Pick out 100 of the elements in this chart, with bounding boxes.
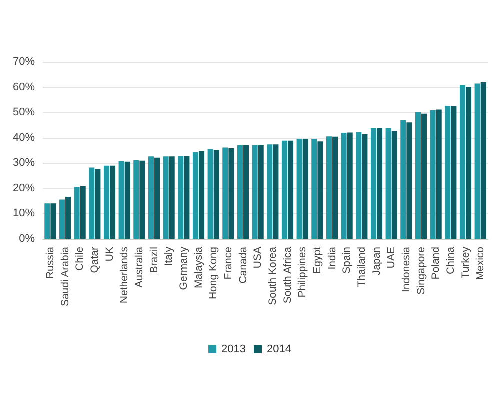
bar bbox=[460, 86, 466, 239]
x-tick-label: Philippines bbox=[296, 247, 309, 298]
bar bbox=[124, 162, 130, 239]
bar bbox=[273, 144, 279, 239]
bar bbox=[44, 204, 50, 239]
bar bbox=[118, 161, 124, 239]
x-tick-label: Chile bbox=[74, 246, 86, 271]
bar bbox=[480, 82, 486, 239]
x-tick-label: UAE bbox=[386, 247, 398, 269]
bar bbox=[296, 139, 302, 239]
bar bbox=[140, 160, 146, 239]
bar bbox=[104, 166, 110, 239]
bar bbox=[74, 187, 80, 239]
bar bbox=[208, 149, 214, 239]
bar bbox=[445, 106, 451, 239]
bar bbox=[154, 158, 160, 239]
legend-label: 2014 bbox=[267, 344, 292, 356]
bar bbox=[228, 148, 234, 239]
bar bbox=[332, 136, 338, 239]
bar bbox=[134, 160, 140, 239]
y-tick-label: 40% bbox=[12, 132, 36, 144]
bar bbox=[356, 132, 362, 239]
x-tick-label: USA bbox=[252, 247, 264, 269]
bar bbox=[347, 132, 353, 239]
bar bbox=[199, 151, 205, 239]
x-tick-label: Netherlands bbox=[118, 247, 131, 304]
x-tick-label: Brazil bbox=[148, 247, 160, 274]
x-tick-label: Qatar bbox=[88, 246, 101, 274]
bar bbox=[89, 168, 95, 239]
bar bbox=[302, 139, 308, 239]
x-tick-label: Australia bbox=[133, 246, 146, 288]
bar bbox=[148, 156, 154, 239]
x-tick-label: South Korea bbox=[266, 246, 279, 306]
bar bbox=[66, 197, 72, 239]
bar bbox=[178, 156, 184, 239]
bar bbox=[258, 145, 264, 239]
bar bbox=[169, 156, 175, 239]
bar bbox=[80, 186, 86, 239]
x-tick-label: Indonesia bbox=[400, 246, 412, 293]
bar bbox=[386, 128, 392, 239]
x-tick-label: China bbox=[444, 246, 457, 274]
x-tick-label: Saudi Arabia bbox=[59, 246, 72, 307]
bar bbox=[237, 145, 243, 239]
bar bbox=[451, 106, 457, 239]
x-tick-label: Singapore bbox=[415, 246, 428, 295]
bar bbox=[282, 140, 288, 239]
bar bbox=[377, 128, 383, 239]
y-tick-label: 0% bbox=[19, 233, 36, 245]
bar bbox=[184, 156, 190, 239]
y-tick-label: 30% bbox=[12, 157, 36, 170]
bar bbox=[59, 200, 65, 239]
y-tick-label: 60% bbox=[12, 81, 36, 94]
bar bbox=[370, 128, 376, 239]
bar bbox=[252, 145, 258, 239]
x-tick-label: Spain bbox=[341, 246, 354, 274]
y-tick-label: 70% bbox=[12, 56, 36, 68]
x-tick-label: South Africa bbox=[282, 246, 294, 304]
x-tick-label: Poland bbox=[430, 246, 442, 280]
bar bbox=[362, 134, 368, 239]
bar bbox=[341, 133, 347, 239]
x-tick-label: Germany bbox=[178, 246, 190, 290]
legend-label: 2013 bbox=[222, 344, 246, 356]
bar bbox=[326, 136, 332, 239]
x-tick-label: India bbox=[326, 246, 338, 270]
x-tick-label: Turkey bbox=[460, 246, 472, 279]
bar bbox=[474, 84, 480, 239]
x-tick-label: Thailand bbox=[356, 246, 368, 288]
x-tick-label: Hong Kong bbox=[208, 246, 220, 300]
bar bbox=[406, 122, 412, 239]
bar bbox=[288, 140, 294, 239]
x-tick-label: UK bbox=[104, 247, 116, 262]
bar bbox=[400, 120, 406, 239]
y-tick-label: 10% bbox=[12, 208, 36, 220]
x-tick-label: Russia bbox=[44, 246, 56, 280]
bar bbox=[110, 166, 116, 239]
bar bbox=[318, 142, 324, 239]
bar bbox=[244, 145, 250, 239]
bar bbox=[436, 110, 442, 239]
bar bbox=[430, 110, 436, 239]
bar bbox=[466, 87, 472, 239]
x-tick-label: France bbox=[222, 246, 234, 280]
bar bbox=[50, 204, 56, 239]
x-tick-label: Canada bbox=[237, 246, 250, 284]
x-tick-label: Japan bbox=[370, 246, 383, 276]
bar bbox=[312, 139, 318, 239]
bar bbox=[222, 148, 228, 239]
x-tick-label: Malaysia bbox=[192, 246, 205, 288]
y-tick-label: 20% bbox=[12, 182, 36, 194]
bar bbox=[267, 144, 273, 239]
bar bbox=[422, 114, 428, 239]
x-tick-label: Mexico bbox=[474, 246, 487, 280]
bar bbox=[192, 152, 198, 239]
y-tick-label: 50% bbox=[12, 106, 36, 119]
bar bbox=[415, 112, 421, 239]
bar bbox=[214, 150, 220, 239]
x-tick-label: Egypt bbox=[311, 246, 324, 274]
x-tick-label: Italy bbox=[163, 246, 176, 266]
bar bbox=[95, 169, 101, 239]
bar bbox=[163, 156, 169, 239]
bar bbox=[392, 131, 398, 239]
